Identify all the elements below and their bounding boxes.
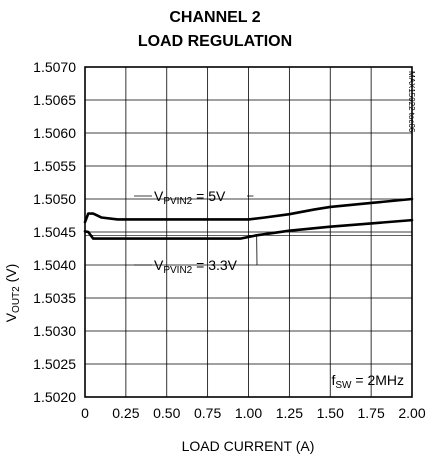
annotation-5v-base: V: [154, 188, 164, 204]
grid: [85, 67, 412, 397]
x-tick-labels: 0 0.25 0.50 0.75 1.00 1.25 1.50 1.75 2.00: [81, 405, 426, 421]
x-tick-label: 0: [81, 405, 89, 421]
y-axis-label-unit: (V): [3, 264, 19, 287]
chart-title-line1: CHANNEL 2: [169, 9, 260, 26]
annotation-leaders: [134, 195, 258, 266]
y-tick-label: 1.5040: [33, 257, 76, 273]
annotation-3v3-rest: = 3.3V: [192, 257, 237, 273]
y-tick-label: 1.5070: [33, 59, 76, 75]
y-tick-label: 1.5025: [33, 356, 76, 372]
y-tick-label: 1.5065: [33, 92, 76, 108]
y-tick-label: 1.5020: [33, 389, 76, 405]
annotation-3v3-sub: PVIN2: [163, 265, 192, 276]
y-tick-label: 1.5045: [33, 224, 76, 240]
x-tick-label: 1.00: [235, 405, 262, 421]
annotation-fsw-base: f: [331, 372, 335, 388]
series-line-0: [83, 197, 414, 224]
y-tick-labels: 1.5020 1.5025 1.5030 1.5035 1.5040 1.5045 1.50…: [33, 59, 76, 405]
annotation-fsw-sub: SW: [335, 380, 352, 391]
x-tick-label: 0.75: [194, 405, 221, 421]
x-tick-label: 1.50: [317, 405, 344, 421]
annotation-fsw-rest: = 2MHz: [351, 372, 404, 388]
y-tick-label: 1.5030: [33, 323, 76, 339]
plot-frame: [84, 66, 413, 398]
annotation-5v: VPVIN2 = 5V: [154, 188, 226, 207]
side-label: MAX15022 toc06: [407, 71, 416, 133]
annotation-5v-rest: = 5V: [192, 188, 226, 204]
chart-title-line2: LOAD REGULATION: [138, 33, 292, 50]
annotation-5v-sub: PVIN2: [163, 196, 192, 207]
y-tick-label: 1.5055: [33, 158, 76, 174]
x-axis-label: LOAD CURRENT (A): [182, 438, 315, 454]
y-tick-label: 1.5050: [33, 191, 76, 207]
annotation-fsw: fSW = 2MHz: [331, 372, 404, 391]
x-tick-label: 0.25: [112, 405, 139, 421]
series-line-1: [83, 218, 414, 240]
y-axis-label-sub: OUT2: [11, 286, 22, 313]
y-tick-label: 1.5060: [33, 125, 76, 141]
series-group: [83, 197, 414, 240]
annotation-3v3: VPVIN2 = 3.3V: [154, 257, 238, 276]
y-tick-label: 1.5035: [33, 290, 76, 306]
x-tick-label: 0.50: [153, 405, 180, 421]
y-axis-label: VOUT2 (V): [3, 264, 22, 323]
x-tick-label: 1.25: [276, 405, 303, 421]
x-tick-label: 2.00: [398, 405, 425, 421]
y-axis-label-main: V: [3, 312, 19, 322]
x-tick-label: 1.75: [358, 405, 385, 421]
annotation-3v3-base: V: [154, 257, 164, 273]
